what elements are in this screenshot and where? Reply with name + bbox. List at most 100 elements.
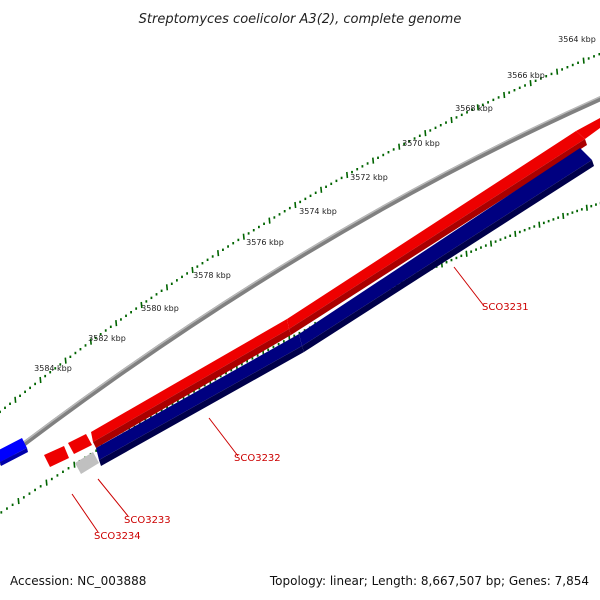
minor-tick — [557, 216, 560, 219]
minor-tick — [366, 162, 369, 165]
minor-tick — [145, 300, 148, 303]
gene-label-SCO3231[interactable]: SCO3231 — [482, 302, 529, 313]
feature-arrow[interactable] — [576, 118, 600, 139]
minor-tick — [34, 488, 36, 492]
gene-SCO3233-arrow[interactable] — [75, 452, 99, 474]
minor-tick — [176, 279, 178, 282]
minor-tick — [470, 250, 473, 253]
minor-tick — [227, 245, 229, 248]
gene-label-SCO3232[interactable]: SCO3232 — [234, 453, 281, 464]
minor-tick — [314, 191, 317, 194]
minor-tick — [166, 406, 168, 409]
feature-arrow[interactable] — [91, 319, 289, 442]
minor-tick — [593, 55, 595, 58]
minor-tick — [513, 89, 516, 92]
minor-tick — [492, 98, 495, 102]
minor-tick — [571, 63, 574, 67]
minor-tick — [590, 204, 593, 208]
minor-tick — [439, 124, 442, 127]
major-tick — [476, 104, 479, 111]
minor-tick — [155, 293, 158, 296]
minor-tick — [494, 240, 497, 243]
gene-label-SCO3234[interactable]: SCO3234 — [94, 531, 141, 542]
major-tick — [217, 250, 220, 257]
major-tick — [39, 376, 42, 384]
major-tick — [294, 201, 297, 209]
minor-tick — [104, 329, 107, 332]
major-tick — [372, 157, 375, 164]
minor-tick — [74, 351, 77, 355]
major-tick — [14, 396, 17, 403]
major-tick — [346, 171, 349, 179]
minor-tick — [187, 393, 190, 396]
minor-tick — [475, 248, 477, 251]
minor-tick — [293, 334, 296, 338]
minor-tick — [135, 307, 138, 310]
major-tick — [165, 284, 169, 291]
feature-arrow[interactable] — [287, 131, 585, 329]
minor-tick — [545, 75, 548, 78]
minor-tick — [0, 511, 3, 514]
minor-tick — [481, 103, 484, 106]
minor-tick — [193, 390, 195, 393]
gene-label-SCO3233[interactable]: SCO3233 — [124, 515, 171, 526]
feature-arrow-shadow — [302, 160, 594, 352]
minor-tick — [256, 354, 259, 357]
gene-SCO3234-arrow[interactable] — [44, 446, 69, 467]
minor-tick — [49, 371, 52, 374]
gene-labels: SCO3231 SCO3232 SCO3233 SCO3234 — [71, 266, 529, 542]
minor-tick — [534, 79, 537, 82]
scale-label: 3564 kbp — [558, 35, 596, 44]
forward-strand-track — [44, 118, 600, 467]
minor-tick — [508, 91, 511, 94]
minor-tick — [504, 236, 507, 239]
minor-tick — [252, 229, 255, 232]
minor-tick — [149, 415, 152, 419]
minor-tick — [455, 256, 458, 260]
minor-tick — [340, 176, 343, 180]
feature-arrow[interactable] — [0, 438, 27, 462]
major-tick — [320, 186, 323, 193]
minor-tick — [79, 348, 82, 351]
minor-tick — [382, 153, 385, 157]
outer-scale-ruler: 3564 kbp 3566 kbp 3568 kbp 3570 kbp 3572 kbp… — [0, 35, 600, 414]
genome-stats-label: Topology: linear; Length: 8,667,507 bp; … — [269, 574, 589, 588]
minor-tick — [460, 113, 463, 117]
gene-SCO3231-arrow[interactable] — [299, 148, 592, 346]
feature-arrow[interactable] — [68, 434, 92, 454]
minor-tick — [480, 246, 482, 249]
minor-tick — [587, 57, 590, 60]
minor-tick — [304, 197, 307, 201]
minor-tick — [176, 399, 179, 403]
minor-tick — [434, 126, 437, 130]
scale-label: 3574 kbp — [299, 207, 337, 216]
map-title: Streptomyces coelicolor A3(2), complete … — [139, 12, 462, 27]
minor-tick — [566, 66, 569, 69]
minor-tick — [125, 314, 127, 318]
minor-tick — [22, 496, 25, 499]
feature-arrow-shadow — [99, 346, 304, 466]
minor-tick — [230, 368, 233, 372]
minor-tick — [59, 363, 62, 366]
minor-tick — [9, 402, 11, 405]
major-tick — [140, 301, 143, 309]
minor-tick — [418, 134, 421, 137]
minor-tick — [533, 225, 536, 228]
feature-arrow-shadow — [93, 329, 291, 448]
gene-SCO3232-arrow[interactable] — [96, 334, 302, 460]
genome-backbone-highlight — [0, 96, 600, 462]
accession-label: Accession: NC_003888 — [10, 574, 147, 588]
major-tick — [398, 143, 401, 150]
minor-tick — [272, 345, 275, 349]
minor-tick — [577, 61, 579, 64]
minor-tick — [576, 209, 579, 213]
leader-line — [208, 417, 239, 457]
minor-tick — [509, 234, 512, 237]
major-tick — [424, 130, 427, 137]
minor-tick — [518, 230, 521, 234]
minor-tick — [377, 156, 379, 159]
leader-line — [97, 478, 129, 517]
major-tick — [582, 57, 585, 64]
